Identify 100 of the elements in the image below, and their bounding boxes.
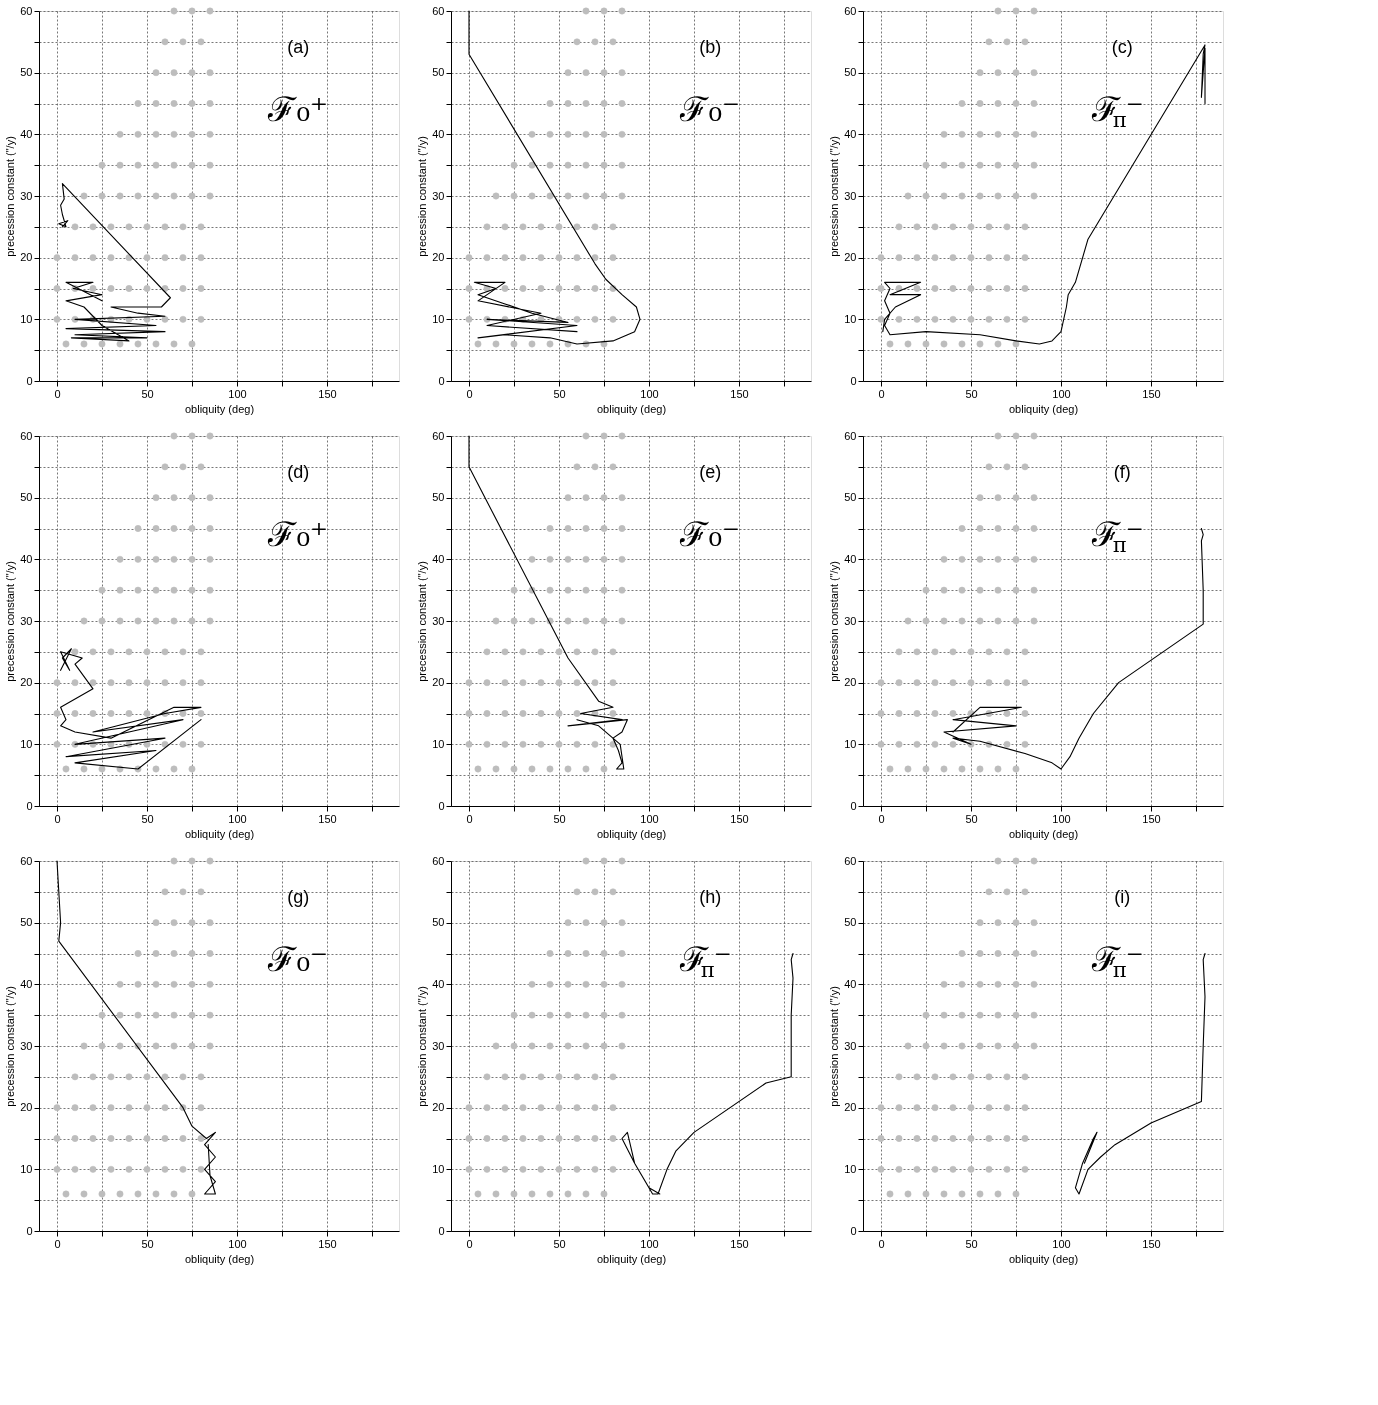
annotation: ℱ₀⁺: [267, 88, 328, 129]
x-tick-label: 100: [640, 387, 659, 400]
y-axis-title: precession constant ("/y): [416, 561, 429, 682]
y-tick-label: 40: [432, 552, 445, 565]
x-tick-label: 0: [878, 812, 885, 825]
y-tick-label: 50: [432, 66, 445, 79]
y-tick-label: 60: [432, 429, 445, 442]
y-tick-label: 30: [844, 614, 857, 627]
x-tick-label: 150: [730, 387, 749, 400]
x-tick-label: 150: [730, 1237, 749, 1250]
y-tick-label: 30: [844, 189, 857, 202]
y-tick-label: 10: [844, 312, 857, 325]
y-tick-label: 50: [20, 66, 33, 79]
y-tick-label: 20: [432, 251, 445, 264]
x-tick-label: 0: [54, 812, 61, 825]
x-tick-label: 100: [228, 387, 247, 400]
y-tick-label: 30: [20, 189, 33, 202]
x-tick-label: 50: [965, 387, 978, 400]
y-tick-label: 50: [844, 66, 857, 79]
x-tick-label: 150: [318, 1237, 337, 1250]
y-tick-label: 60: [432, 854, 445, 867]
y-tick-label: 0: [438, 799, 445, 812]
y-tick-label: 40: [20, 127, 33, 140]
x-axis-title: obliquity (deg): [596, 402, 667, 415]
x-tick-label: 0: [466, 1237, 473, 1250]
y-tick-label: 40: [844, 977, 857, 990]
y-tick-label: 0: [850, 1224, 857, 1237]
y-axis-title: precession constant ("/y): [828, 561, 841, 682]
y-tick-label: 10: [20, 737, 33, 750]
y-tick-label: 40: [432, 977, 445, 990]
x-axis-title: obliquity (deg): [184, 827, 255, 840]
annotation: (a): [287, 37, 310, 57]
y-tick-label: 60: [20, 429, 33, 442]
y-tick-label: 40: [20, 552, 33, 565]
y-tick-label: 60: [20, 4, 33, 17]
y-tick-label: 20: [844, 251, 857, 264]
x-tick-label: 100: [1052, 812, 1071, 825]
x-axis-title: obliquity (deg): [184, 402, 255, 415]
y-tick-label: 40: [20, 977, 33, 990]
y-tick-label: 50: [844, 491, 857, 504]
y-tick-label: 50: [844, 916, 857, 929]
y-tick-label: 30: [20, 614, 33, 627]
x-tick-label: 0: [878, 387, 885, 400]
annotation: ℱ₀⁻: [679, 513, 740, 554]
x-tick-label: 100: [1052, 387, 1071, 400]
annotation: ℱ₀⁺: [267, 513, 328, 554]
y-tick-label: 10: [844, 737, 857, 750]
y-tick-label: 10: [432, 737, 445, 750]
line-series: [58, 183, 171, 342]
y-tick-label: 60: [844, 429, 857, 442]
y-axis-title: precession constant ("/y): [416, 136, 429, 257]
x-tick-label: 0: [466, 387, 473, 400]
x-tick-label: 150: [318, 387, 337, 400]
x-tick-label: 50: [141, 812, 154, 825]
x-tick-label: 150: [1142, 387, 1161, 400]
x-tick-label: 100: [228, 812, 247, 825]
y-tick-label: 30: [432, 189, 445, 202]
x-axis-title: obliquity (deg): [1008, 827, 1079, 840]
annotation: (e): [699, 462, 722, 482]
x-tick-label: 50: [141, 1237, 154, 1250]
y-tick-label: 30: [844, 1039, 857, 1052]
x-tick-label: 100: [640, 812, 659, 825]
y-tick-label: 50: [20, 916, 33, 929]
annotation: (d): [287, 462, 310, 482]
y-tick-label: 0: [438, 374, 445, 387]
y-axis-title: precession constant ("/y): [416, 986, 429, 1107]
y-tick-label: 50: [432, 916, 445, 929]
y-tick-label: 30: [432, 614, 445, 627]
x-axis-title: obliquity (deg): [596, 827, 667, 840]
x-tick-label: 0: [54, 1237, 61, 1250]
y-tick-label: 50: [20, 491, 33, 504]
y-tick-label: 0: [26, 799, 33, 812]
y-axis-title: precession constant ("/y): [4, 561, 17, 682]
x-tick-label: 50: [553, 812, 566, 825]
y-axis-title: precession constant ("/y): [4, 986, 17, 1107]
annotation: ℱ₀⁻: [267, 938, 328, 979]
x-tick-label: 150: [1142, 812, 1161, 825]
y-tick-label: 60: [20, 854, 33, 867]
x-axis-title: obliquity (deg): [1008, 402, 1079, 415]
annotation: (c): [1111, 37, 1133, 57]
y-tick-label: 60: [844, 4, 857, 17]
y-tick-label: 10: [20, 312, 33, 325]
y-tick-label: 10: [432, 312, 445, 325]
y-tick-label: 10: [20, 1162, 33, 1175]
annotation: (f): [1113, 462, 1131, 482]
y-tick-label: 60: [844, 854, 857, 867]
y-tick-label: 20: [432, 676, 445, 689]
x-tick-label: 100: [228, 1237, 247, 1250]
x-tick-label: 50: [553, 1237, 566, 1250]
annotation: (i): [1114, 887, 1131, 907]
x-tick-label: 50: [965, 1237, 978, 1250]
x-tick-label: 100: [1052, 1237, 1071, 1250]
y-tick-label: 0: [850, 799, 857, 812]
x-tick-label: 150: [318, 812, 337, 825]
y-tick-label: 0: [26, 1224, 33, 1237]
y-axis-title: precession constant ("/y): [828, 136, 841, 257]
y-tick-label: 30: [432, 1039, 445, 1052]
x-tick-label: 0: [466, 812, 473, 825]
y-tick-label: 20: [432, 1101, 445, 1114]
y-tick-label: 50: [432, 491, 445, 504]
